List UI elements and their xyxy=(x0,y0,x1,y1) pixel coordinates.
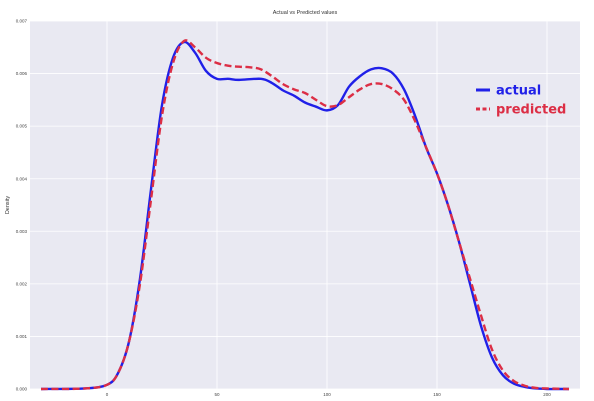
y-tick-label: 0.005 xyxy=(16,124,28,129)
tick-labels: 0.000 0.001 0.002 0.003 0.004 0.005 0.006 0.007… xyxy=(16,19,552,397)
x-tick-label: 200 xyxy=(543,392,551,397)
y-tick-label: 0.000 xyxy=(16,387,28,392)
x-tick-label: 50 xyxy=(214,392,220,397)
grid-lines xyxy=(30,20,580,390)
legend-label-predicted: predicted xyxy=(496,103,566,118)
x-tick-label: 100 xyxy=(323,392,331,397)
plot-background xyxy=(30,21,580,389)
x-tick-label: 0 xyxy=(106,392,109,397)
y-tick-label: 0.001 xyxy=(16,334,28,339)
y-axis-label: Density xyxy=(5,196,11,215)
chart-title: Actual vs Predicted values xyxy=(273,10,338,16)
legend-label-actual: actual xyxy=(496,84,541,99)
series-line-predicted xyxy=(40,39,570,391)
series-line-actual xyxy=(40,40,569,391)
y-tick-label: 0.004 xyxy=(16,176,28,181)
series-lines xyxy=(40,39,570,391)
y-tick-label: 0.003 xyxy=(16,229,28,234)
x-tick-label: 150 xyxy=(433,392,441,397)
y-tick-label: 0.007 xyxy=(16,19,28,24)
y-tick-label: 0.002 xyxy=(16,281,28,286)
legend: actual predicted xyxy=(476,84,566,118)
y-tick-label: 0.006 xyxy=(16,71,28,76)
